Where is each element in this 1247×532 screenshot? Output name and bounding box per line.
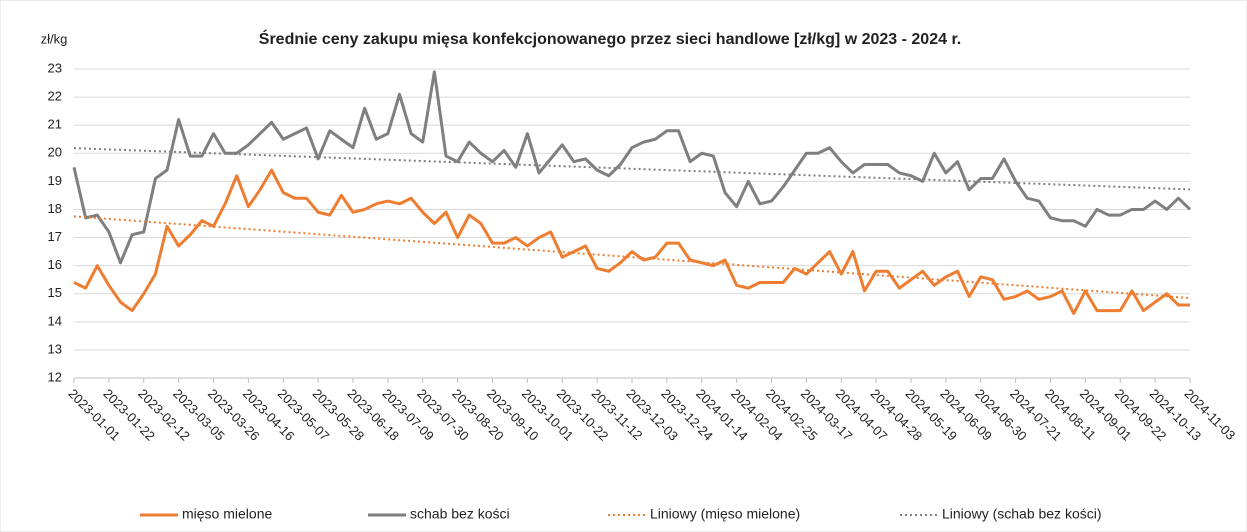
legend-label: Liniowy (schab bez kości) xyxy=(942,506,1102,522)
y-tick-label: 23 xyxy=(48,60,62,75)
y-tick-label: 15 xyxy=(48,285,62,300)
y-tick-label: 13 xyxy=(48,341,62,356)
y-axis-label: zł/kg xyxy=(41,31,68,46)
y-tick-label: 12 xyxy=(48,369,62,384)
y-tick-label: 19 xyxy=(48,173,62,188)
y-tick-label: 17 xyxy=(48,229,62,244)
series-line xyxy=(73,168,1190,315)
y-tick-label: 21 xyxy=(48,117,62,132)
legend-label: schab bez kości xyxy=(410,506,510,522)
legend-label: mięso mielone xyxy=(182,506,272,522)
chart-title: Średnie ceny zakupu mięsa konfekcjonowan… xyxy=(259,29,961,48)
trendline xyxy=(73,147,1191,191)
y-tick-label: 22 xyxy=(48,89,62,104)
trendline xyxy=(73,215,1191,299)
series-line xyxy=(72,70,1192,265)
legend-label: Liniowy (mięso mielone) xyxy=(650,506,800,522)
y-tick-label: 14 xyxy=(48,313,62,328)
y-tick-label: 16 xyxy=(48,257,62,272)
y-tick-label: 20 xyxy=(48,145,62,160)
y-tick-label: 18 xyxy=(48,201,62,216)
